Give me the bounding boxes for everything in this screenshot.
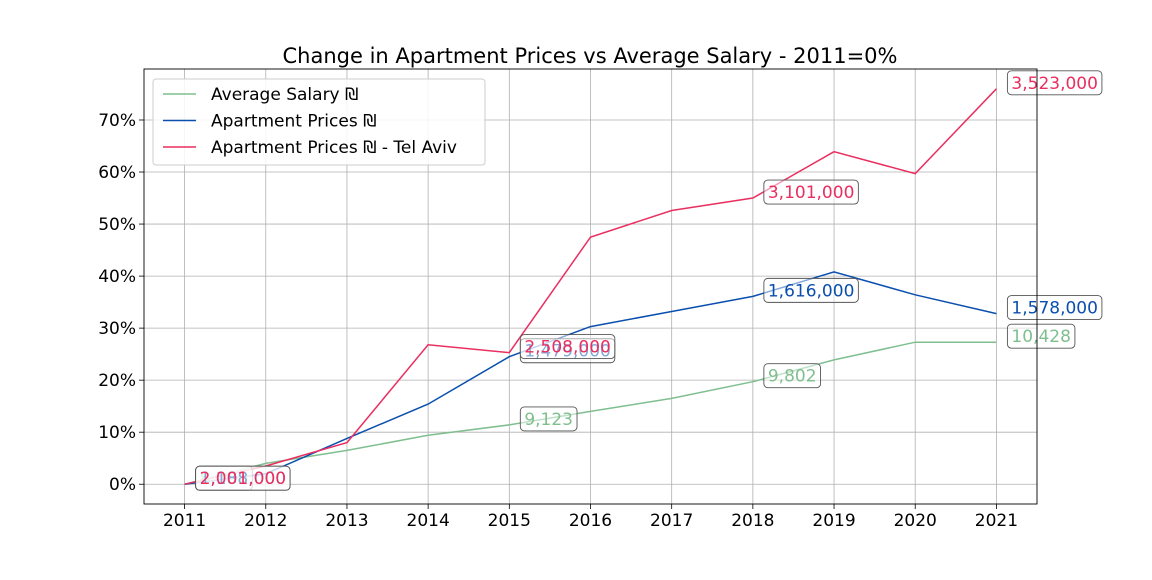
y-tick-label: 70%	[98, 111, 136, 131]
data-label: 1,616,000	[768, 281, 855, 301]
data-label-group: 10,428	[1006, 323, 1076, 349]
data-labels: 8,1909,1239,80210,4281,188,0001,479,0001…	[195, 70, 1103, 491]
y-tick-label: 50%	[98, 215, 136, 235]
series-lines	[184, 88, 997, 485]
x-tick-label: 2013	[325, 511, 368, 531]
data-label-group: 1,578,000	[1006, 295, 1103, 321]
chart-title: Change in Apartment Prices vs Average Sa…	[283, 44, 898, 68]
x-tick-label: 2017	[650, 511, 693, 531]
y-tick-label: 0%	[109, 475, 136, 495]
x-tick-label: 2012	[244, 511, 287, 531]
y-tick-label: 60%	[98, 163, 136, 183]
y-tick-label: 30%	[98, 319, 136, 339]
legend-box	[152, 78, 486, 166]
data-label: 10,428	[1011, 327, 1070, 347]
data-label: 2,508,000	[524, 338, 611, 358]
y-tick-label: 20%	[98, 371, 136, 391]
data-label: 3,523,000	[1011, 74, 1098, 94]
data-label: 3,101,000	[768, 183, 855, 203]
x-tick-label: 2016	[569, 511, 612, 531]
data-label-group: 9,802	[763, 363, 822, 389]
data-label-box	[519, 406, 578, 432]
x-tick-label: 2015	[488, 511, 531, 531]
legend: Average Salary ₪ Apartment Prices ₪ Apartm…	[152, 78, 486, 166]
x-tick-label: 2018	[731, 511, 774, 531]
grid	[144, 69, 1037, 504]
data-label-box	[519, 334, 616, 360]
data-label-group: 2,508,000	[519, 334, 616, 360]
x-tick-label: 2020	[894, 511, 937, 531]
data-label: 9,123	[524, 410, 573, 430]
data-label-group: 3,101,000	[763, 179, 859, 205]
x-tick-label: 2011	[163, 511, 206, 531]
data-label-group: 1,616,000	[763, 277, 859, 303]
data-label-box	[763, 277, 859, 303]
data-label-group: 2,001,000	[195, 465, 291, 491]
series-line-2	[184, 88, 997, 485]
data-label-box	[1006, 323, 1076, 349]
x-tick-label: 2014	[407, 511, 450, 531]
x-tick-label: 2019	[812, 511, 855, 531]
data-label-group: 3,523,000	[1006, 70, 1103, 96]
data-label-group: 9,123	[519, 406, 578, 432]
data-label-box	[763, 179, 859, 205]
y-tick-label: 40%	[98, 267, 136, 287]
legend-label: Apartment Prices ₪ - Tel Aviv	[211, 138, 457, 158]
data-label: 1,578,000	[1011, 299, 1098, 319]
data-label-box	[1006, 70, 1103, 96]
data-label: 2,001,000	[200, 469, 287, 489]
axes: 2011 2012 2013 2014 2015 2016 2017 2018 2019 2020…	[98, 68, 1038, 531]
y-tick-label: 10%	[98, 423, 136, 443]
series-line-0	[184, 341, 997, 485]
legend-label: Average Salary ₪	[211, 85, 358, 105]
legend-label: Apartment Prices ₪	[211, 112, 376, 132]
data-label-box	[195, 465, 291, 491]
data-label-box	[763, 363, 822, 389]
plot-frame	[143, 68, 1038, 505]
x-tick-label: 2021	[975, 511, 1018, 531]
data-label-box	[1006, 295, 1103, 321]
data-label: 9,802	[768, 367, 817, 387]
